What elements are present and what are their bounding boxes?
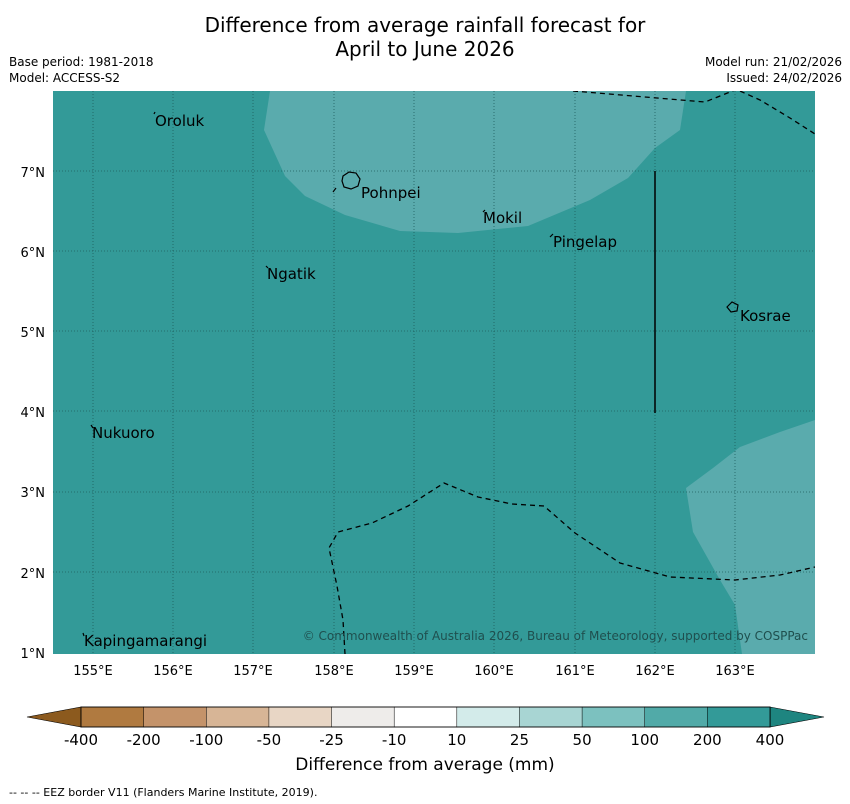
colorbar-label: -25 (319, 731, 344, 749)
colorbar-label: -200 (127, 731, 161, 749)
lat-label-5: 5°N (21, 326, 46, 341)
oroluk-atoll-icon (153, 111, 156, 115)
colorbar-label: -50 (257, 731, 282, 749)
lon-label-155: 155°E (73, 664, 113, 679)
lon-label-158: 158°E (314, 664, 354, 679)
colorbar-label: 400 (756, 731, 785, 749)
colorbar-segment (80, 706, 145, 728)
colorbar-label: 50 (573, 731, 592, 749)
map-title: Difference from average rainfall forecas… (0, 13, 850, 61)
issued-date: Issued: 24/02/2026 (726, 71, 842, 85)
colorbar-segment (268, 706, 333, 728)
place-pingelap: Pingelap (553, 233, 617, 251)
model-name: Model: ACCESS-S2 (9, 71, 121, 85)
colorbar-label: -10 (382, 731, 407, 749)
lat-label-7: 7°N (21, 166, 46, 181)
meta-right: Model run: 21/02/2026 Issued: 24/02/2026 (705, 54, 842, 86)
lon-label-160: 160°E (474, 664, 514, 679)
place-ngatik: Ngatik (267, 265, 316, 283)
place-pohnpei: Pohnpei (361, 184, 421, 202)
colorbar-segment (393, 706, 458, 728)
lon-label-156: 156°E (153, 664, 193, 679)
colorbar-segment (456, 706, 521, 728)
colorbar-label: 25 (510, 731, 529, 749)
lat-label-3: 3°N (21, 486, 46, 501)
base-period: Base period: 1981-2018 (9, 55, 154, 69)
title-line-2: April to June 2026 (335, 37, 515, 61)
colorbar-segment (581, 706, 646, 728)
islands (82, 111, 739, 637)
kapingamarangi-atoll-icon (82, 632, 85, 637)
place-mokil: Mokil (483, 209, 522, 227)
meta-left: Base period: 1981-2018 Model: ACCESS-S2 (9, 54, 154, 86)
colorbar-segment (331, 706, 395, 728)
colorbar-segment (519, 706, 583, 728)
light-region-southeast (686, 420, 815, 654)
colorbar-label: -100 (189, 731, 223, 749)
colorbar: -400 -200 -100 -50 -25 -10 10 25 50 100 200 400 (26, 706, 825, 749)
colorbar-label: 10 (447, 731, 466, 749)
map-area: Oroluk Pohnpei Mokil Pingelap Ngatik Kos… (53, 91, 815, 654)
pingelap-atoll-icon (549, 233, 554, 238)
colorbar-segment (143, 706, 207, 728)
place-kosrae: Kosrae (740, 307, 791, 325)
kosrae-island-icon (726, 301, 739, 313)
place-oroluk: Oroluk (155, 112, 204, 130)
lon-label-159: 159°E (394, 664, 434, 679)
colorbar-segment (707, 706, 771, 728)
colorbar-frame (80, 706, 771, 728)
model-run: Model run: 21/02/2026 (704, 55, 842, 69)
place-kapingamarangi: Kapingamarangi (84, 632, 207, 650)
colorbar-segment (206, 706, 270, 728)
eez-north (572, 91, 735, 103)
eez-borders (328, 91, 815, 654)
lon-label-157: 157°E (233, 664, 273, 679)
pohnpei-island-icon (341, 171, 361, 190)
lon-label-161: 161°E (555, 664, 595, 679)
eez-northeast (739, 91, 815, 135)
light-region-north (264, 91, 686, 233)
colorbar-left-arrow (26, 706, 82, 728)
lon-label-163: 163°E (715, 664, 755, 679)
nukuoro-atoll-icon (90, 424, 94, 429)
mokil-atoll-icon (482, 209, 486, 213)
colorbar-label: 100 (630, 731, 659, 749)
title-line-1: Difference from average rainfall forecas… (204, 13, 646, 37)
colorbar-labels: -400 -200 -100 -50 -25 -10 10 25 50 100 200 400 (64, 731, 784, 749)
pohnpei-atoll-icon (332, 187, 337, 193)
copyright-text: © Commonwealth of Australia 2026, Bureau… (303, 629, 808, 643)
eez-south (328, 482, 815, 654)
ngatik-atoll-icon (265, 265, 269, 269)
lat-label-1: 1°N (21, 647, 46, 662)
lon-label-162: 162°E (635, 664, 675, 679)
colorbar-right-arrow (769, 706, 825, 728)
lat-label-6: 6°N (21, 246, 46, 261)
colorbar-label: 200 (693, 731, 722, 749)
colorbar-title: Difference from average (mm) (295, 755, 555, 775)
place-nukuoro: Nukuoro (92, 424, 155, 442)
lat-label-2: 2°N (21, 567, 46, 582)
colorbar-label: -400 (64, 731, 98, 749)
eez-footnote: -- -- -- EEZ border V11 (Flanders Marine… (9, 786, 318, 799)
colorbar-segments (80, 706, 771, 728)
lat-label-4: 4°N (21, 406, 46, 421)
colorbar-segment (644, 706, 708, 728)
